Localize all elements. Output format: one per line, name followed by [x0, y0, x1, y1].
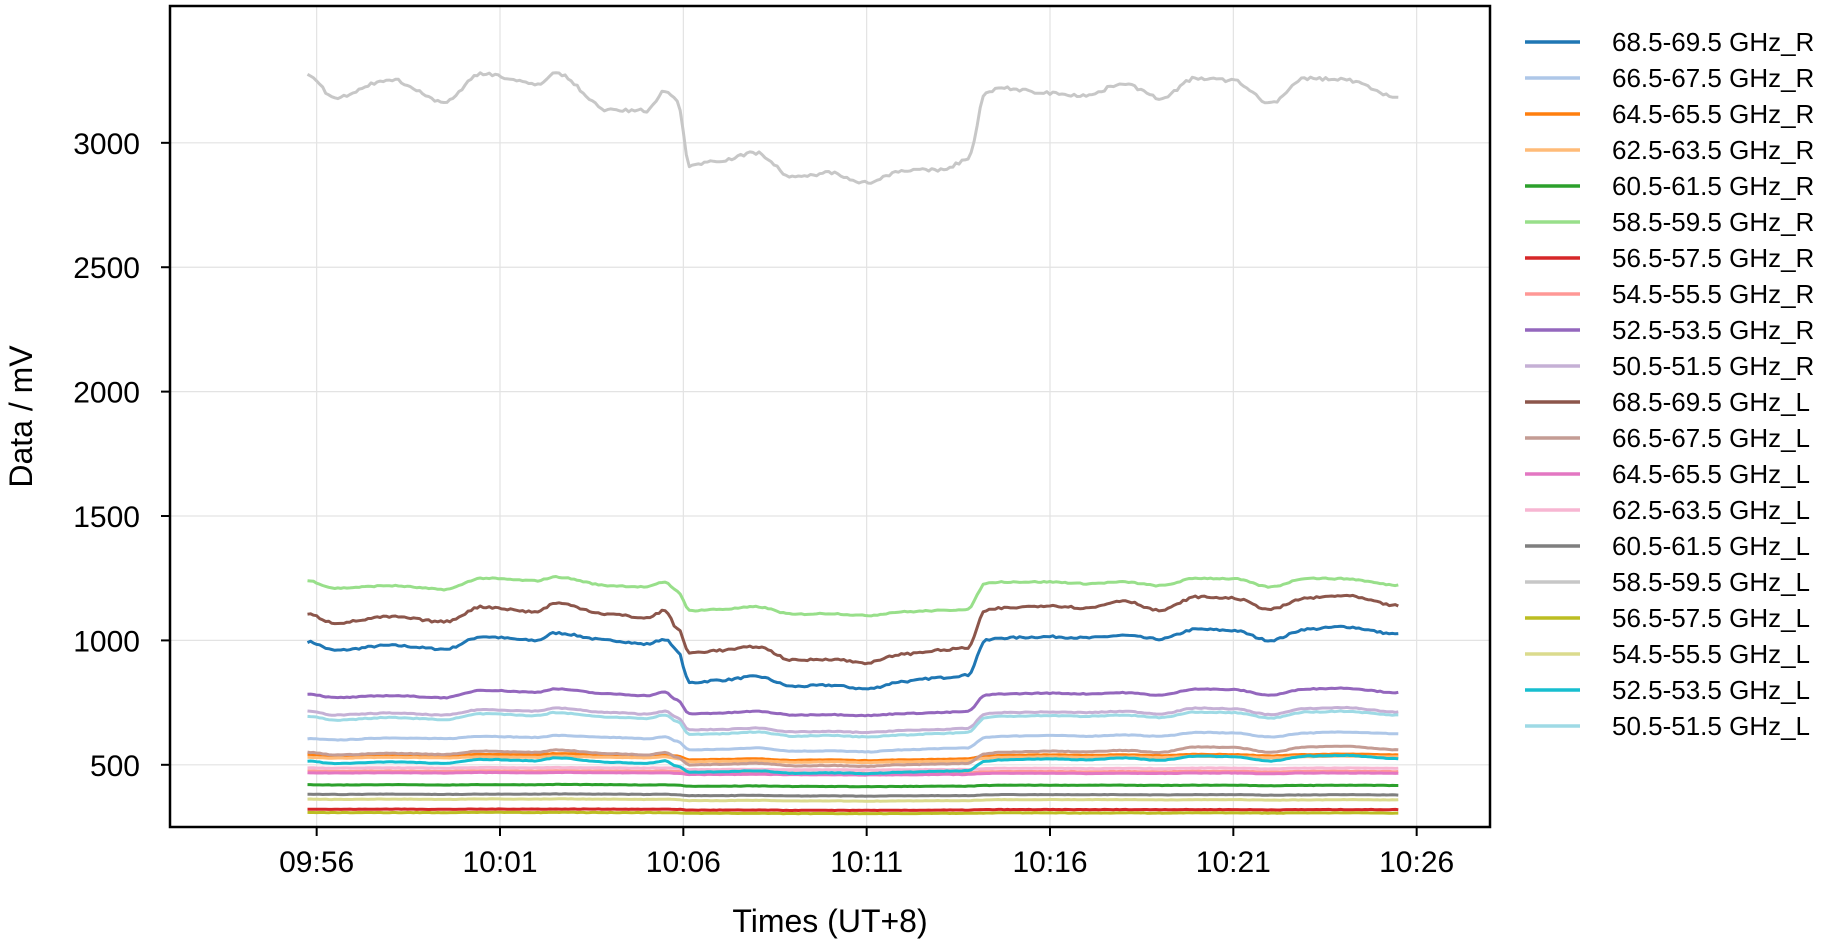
- series-line-14: [307, 765, 1399, 772]
- legend-label: 56.5-57.5 GHz_L: [1612, 603, 1810, 633]
- series-line-15: [307, 792, 1399, 798]
- series-line-3: [307, 752, 1399, 763]
- series-line-9: [307, 686, 1399, 718]
- y-axis-title: Data / mV: [3, 345, 39, 488]
- series-line-11: [307, 593, 1399, 666]
- series-line-2: [307, 730, 1399, 754]
- series-lines: [306, 71, 1399, 816]
- x-tick-label: 10:01: [462, 846, 537, 879]
- legend-label: 66.5-67.5 GHz_L: [1612, 423, 1810, 453]
- x-tick-label: 10:26: [1379, 846, 1454, 879]
- series-line-7: [307, 807, 1399, 812]
- legend-label: 52.5-53.5 GHz_R: [1612, 315, 1814, 345]
- legend-label: 62.5-63.5 GHz_L: [1612, 495, 1810, 525]
- y-tick-label: 500: [90, 750, 140, 783]
- series-line-18: [307, 797, 1399, 803]
- y-tick-label: 2500: [73, 252, 140, 285]
- series-line-6: [307, 575, 1399, 618]
- x-tick-label: 10:11: [830, 846, 903, 879]
- series-line-19: [307, 753, 1399, 776]
- y-tick-label: 1500: [73, 501, 140, 534]
- y-axis-ticks: 500 1000 1500 2000 2500 3000: [73, 128, 170, 783]
- x-tick-label: 09:56: [279, 846, 354, 879]
- series-line-12: [307, 744, 1399, 769]
- series-line-20: [307, 709, 1399, 739]
- series-line-10: [307, 705, 1399, 735]
- legend-label: 52.5-53.5 GHz_L: [1612, 675, 1810, 705]
- series-line-16: [306, 71, 1399, 185]
- x-tick-label: 10:21: [1196, 846, 1271, 879]
- legend-label: 60.5-61.5 GHz_R: [1612, 171, 1814, 201]
- legend-label: 64.5-65.5 GHz_R: [1612, 99, 1814, 129]
- legend: 68.5-69.5 GHz_R 66.5-67.5 GHz_R 64.5-65.5 …: [1525, 27, 1814, 741]
- y-tick-label: 3000: [73, 128, 140, 161]
- legend-label: 58.5-59.5 GHz_R: [1612, 207, 1814, 237]
- legend-label: 54.5-55.5 GHz_R: [1612, 279, 1814, 309]
- legend-label: 68.5-69.5 GHz_R: [1612, 27, 1814, 57]
- series-line-17: [307, 810, 1399, 816]
- x-tick-label: 10:06: [646, 846, 721, 879]
- grid-lines: [170, 6, 1490, 827]
- x-tick-label: 10:16: [1012, 846, 1087, 879]
- y-tick-label: 2000: [73, 377, 140, 410]
- series-line-5: [307, 782, 1399, 789]
- legend-label: 60.5-61.5 GHz_L: [1612, 531, 1810, 561]
- legend-label: 54.5-55.5 GHz_L: [1612, 639, 1810, 669]
- legend-label: 66.5-67.5 GHz_R: [1612, 63, 1814, 93]
- plot-frame: [168, 4, 1492, 829]
- series-line-1: [306, 624, 1399, 691]
- x-axis-ticks: 09:56 10:01 10:06 10:11 10:16 10:21 10:26: [279, 827, 1454, 879]
- legend-label: 68.5-69.5 GHz_L: [1612, 387, 1810, 417]
- legend-label: 64.5-65.5 GHz_L: [1612, 459, 1810, 489]
- x-axis-title: Times (UT+8): [732, 903, 927, 939]
- legend-label: 62.5-63.5 GHz_R: [1612, 135, 1814, 165]
- legend-label: 50.5-51.5 GHz_L: [1612, 711, 1810, 741]
- y-tick-label: 1000: [73, 625, 140, 658]
- legend-label: 58.5-59.5 GHz_L: [1612, 567, 1810, 597]
- series-line-13: [307, 770, 1399, 777]
- legend-label: 50.5-51.5 GHz_R: [1612, 351, 1814, 381]
- legend-label: 56.5-57.5 GHz_R: [1612, 243, 1814, 273]
